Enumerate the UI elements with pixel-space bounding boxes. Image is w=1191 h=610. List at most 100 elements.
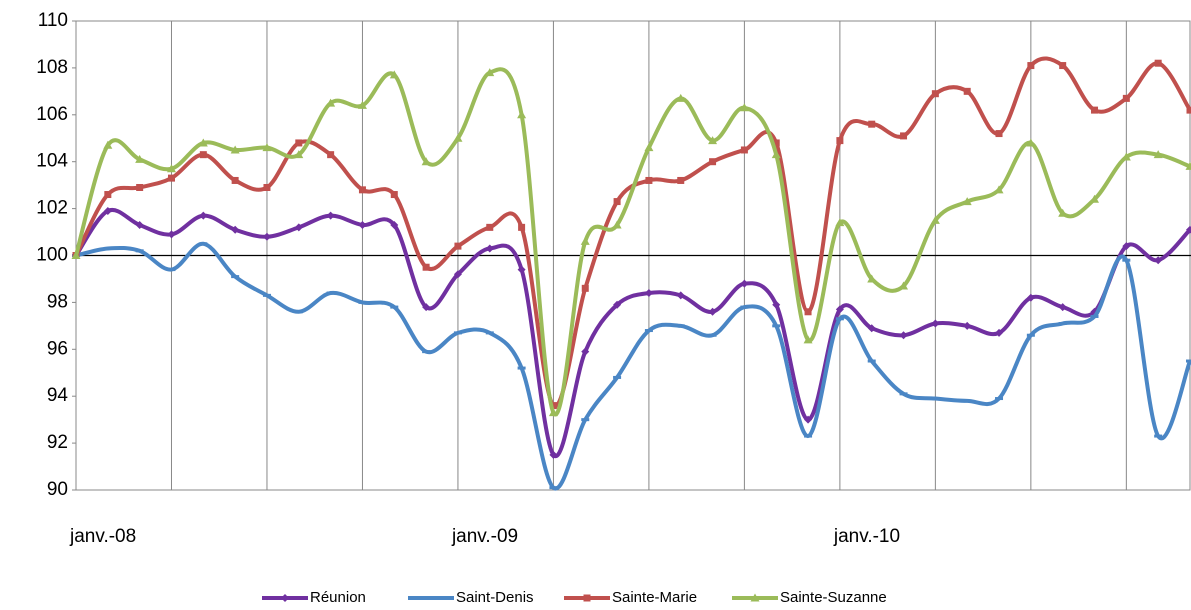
legend-label: Saint-Denis — [456, 589, 534, 606]
point-marker — [517, 366, 526, 370]
point-marker — [613, 375, 622, 379]
series-line — [74, 67, 1191, 417]
point-marker — [104, 191, 112, 199]
point-marker — [1090, 314, 1099, 318]
point-marker — [708, 307, 717, 316]
point-marker — [931, 397, 940, 401]
point-marker — [294, 150, 304, 159]
point-marker — [263, 183, 271, 191]
point-marker — [1122, 258, 1131, 262]
point-marker — [644, 289, 653, 298]
point-marker — [677, 176, 685, 184]
y-tick-label: 106 — [36, 104, 68, 125]
point-marker — [453, 270, 462, 279]
y-tick-label: 90 — [47, 479, 68, 500]
point-marker — [167, 174, 175, 182]
point-marker — [836, 137, 844, 145]
point-marker — [167, 230, 176, 239]
series-line — [74, 56, 1191, 409]
y-tick-label: 104 — [36, 151, 68, 172]
point-marker — [867, 324, 876, 333]
point-marker — [899, 392, 908, 396]
point-marker — [804, 308, 812, 316]
point-marker — [868, 120, 876, 128]
point-marker — [708, 136, 718, 145]
point-marker — [803, 335, 813, 344]
point-marker — [835, 218, 845, 227]
legend-marker — [281, 594, 289, 602]
point-marker — [421, 157, 431, 166]
point-marker — [1122, 242, 1131, 251]
point-marker — [517, 110, 527, 119]
point-marker — [103, 206, 112, 215]
point-marker — [1059, 62, 1067, 70]
point-marker — [581, 418, 590, 422]
point-marker — [1058, 303, 1067, 312]
point-marker — [485, 68, 495, 77]
point-marker — [518, 223, 526, 231]
point-marker — [135, 221, 144, 230]
point-marker — [1090, 194, 1100, 203]
legend-marker — [583, 594, 591, 602]
point-marker — [231, 176, 239, 184]
point-marker — [900, 132, 908, 140]
point-marker — [71, 251, 81, 259]
point-marker — [485, 331, 494, 335]
y-tick-label: 102 — [36, 198, 68, 219]
point-marker — [1154, 59, 1162, 67]
point-marker — [422, 263, 430, 271]
point-marker — [1186, 359, 1191, 363]
series-line — [74, 207, 1191, 459]
point-marker — [549, 486, 558, 490]
point-marker — [358, 221, 367, 230]
point-marker — [548, 408, 558, 417]
point-marker — [1027, 62, 1035, 70]
point-marker — [454, 242, 462, 250]
point-marker — [1122, 94, 1130, 102]
point-marker — [613, 300, 622, 309]
point-marker — [899, 281, 909, 290]
point-marker — [1154, 256, 1163, 265]
point-marker — [1154, 434, 1163, 438]
point-marker — [740, 146, 748, 154]
point-marker — [262, 293, 271, 297]
point-marker — [676, 93, 686, 102]
point-marker — [1186, 225, 1191, 234]
point-marker — [1091, 106, 1099, 114]
point-marker — [453, 331, 462, 335]
point-marker — [135, 249, 144, 253]
point-marker — [962, 197, 972, 206]
point-marker — [231, 275, 240, 279]
point-marker — [326, 211, 335, 220]
point-marker — [486, 223, 494, 231]
point-marker — [199, 211, 208, 220]
point-marker — [740, 305, 749, 309]
point-marker — [549, 402, 557, 410]
point-marker — [995, 397, 1004, 401]
point-marker — [963, 321, 972, 330]
point-marker — [262, 232, 271, 241]
point-marker — [612, 220, 622, 229]
point-marker — [294, 223, 303, 232]
point-marker — [517, 265, 526, 274]
point-marker — [580, 236, 590, 245]
point-marker — [613, 198, 621, 206]
point-marker — [198, 138, 208, 147]
point-marker — [676, 324, 685, 328]
point-marker — [581, 284, 589, 292]
point-marker — [231, 225, 240, 234]
point-marker — [739, 103, 749, 112]
point-marker — [581, 347, 590, 356]
point-marker — [390, 221, 399, 230]
point-marker — [103, 140, 113, 149]
point-marker — [167, 268, 176, 272]
y-tick-label: 98 — [47, 291, 68, 312]
point-marker — [1185, 161, 1191, 170]
point-marker — [931, 90, 939, 98]
point-marker — [963, 87, 971, 95]
point-marker — [326, 291, 335, 295]
point-marker — [645, 176, 653, 184]
point-marker — [262, 143, 272, 152]
point-marker — [357, 100, 367, 109]
point-marker — [422, 350, 431, 354]
